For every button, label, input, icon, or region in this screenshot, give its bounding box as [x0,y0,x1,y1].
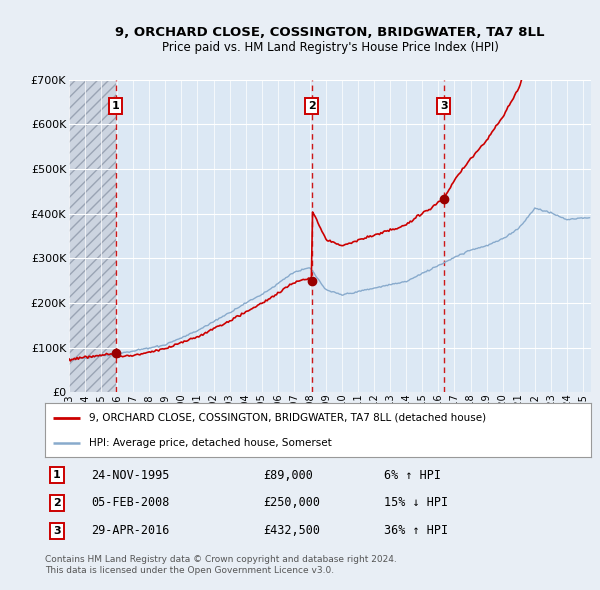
Text: 24-NOV-1995: 24-NOV-1995 [91,468,170,481]
Text: £89,000: £89,000 [263,468,313,481]
Text: 2: 2 [308,101,316,112]
Text: Contains HM Land Registry data © Crown copyright and database right 2024.: Contains HM Land Registry data © Crown c… [45,555,397,563]
Text: HPI: Average price, detached house, Somerset: HPI: Average price, detached house, Some… [89,438,331,448]
Text: 6% ↑ HPI: 6% ↑ HPI [383,468,440,481]
Text: 15% ↓ HPI: 15% ↓ HPI [383,496,448,510]
Text: 36% ↑ HPI: 36% ↑ HPI [383,525,448,537]
Bar [69,80,116,392]
Text: This data is licensed under the Open Government Licence v3.0.: This data is licensed under the Open Gov… [45,566,334,575]
Text: 9, ORCHARD CLOSE, COSSINGTON, BRIDGWATER, TA7 8LL (detached house): 9, ORCHARD CLOSE, COSSINGTON, BRIDGWATER… [89,412,486,422]
Text: Price paid vs. HM Land Registry's House Price Index (HPI): Price paid vs. HM Land Registry's House … [161,41,499,54]
Text: 05-FEB-2008: 05-FEB-2008 [91,496,170,510]
Text: 1: 1 [53,470,61,480]
Text: 3: 3 [440,101,448,112]
Text: 2: 2 [53,498,61,508]
Text: 9, ORCHARD CLOSE, COSSINGTON, BRIDGWATER, TA7 8LL: 9, ORCHARD CLOSE, COSSINGTON, BRIDGWATER… [115,26,545,39]
Text: 29-APR-2016: 29-APR-2016 [91,525,170,537]
Text: £250,000: £250,000 [263,496,320,510]
Text: £432,500: £432,500 [263,525,320,537]
Text: 3: 3 [53,526,61,536]
Text: 1: 1 [112,101,119,112]
